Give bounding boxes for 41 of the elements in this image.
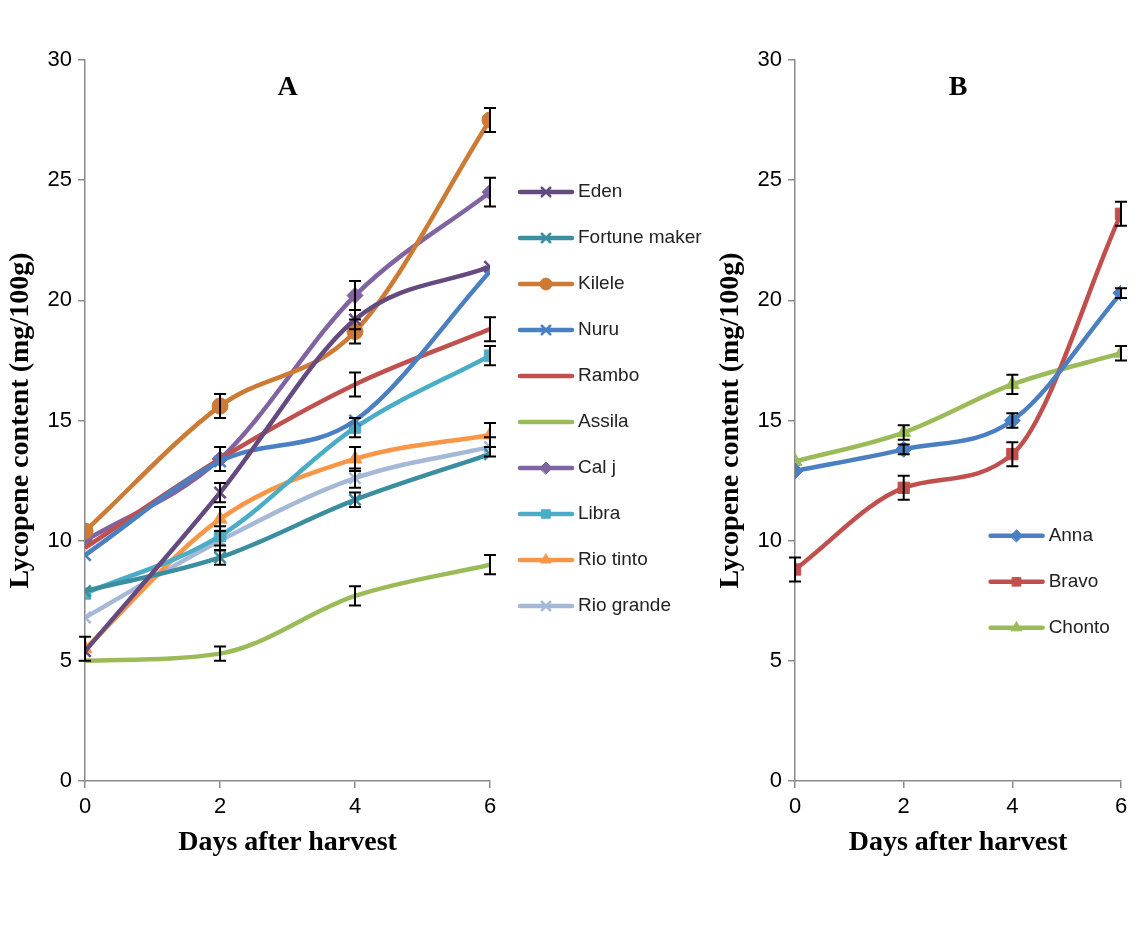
- y-tick-label: 20: [757, 286, 783, 312]
- y-tick-label: 15: [757, 406, 783, 432]
- legend-label: Bravo: [1048, 570, 1099, 592]
- x-tick-label: 6: [1114, 793, 1128, 819]
- y-tick-label: 0: [769, 767, 783, 793]
- legend-label: Fortune maker: [578, 226, 703, 248]
- x-tick-label: 4: [1006, 793, 1019, 819]
- y-tick-label: 25: [47, 166, 73, 192]
- y-tick-label: 5: [769, 646, 783, 672]
- legend-label: Eden: [578, 180, 623, 202]
- chart-title: A: [277, 70, 299, 102]
- x-tick-label: 2: [897, 793, 910, 819]
- chart-title: B: [948, 70, 968, 102]
- legend-label: Chonto: [1048, 616, 1110, 638]
- legend-label: Rio tinto: [578, 548, 648, 570]
- y-tick-label: 30: [47, 46, 73, 72]
- y-tick-label: 25: [757, 166, 783, 192]
- y-tick-label: 15: [47, 406, 73, 432]
- legend-label: Anna: [1048, 524, 1094, 546]
- y-tick-label: 10: [47, 526, 73, 552]
- legend-label: Libra: [578, 502, 621, 524]
- y-tick-label: 30: [757, 46, 783, 72]
- x-axis-title: Days after harvest: [848, 825, 1069, 857]
- y-axis-title: Lycopene content (mg/100g): [713, 252, 745, 589]
- legend-label: Kilele: [578, 272, 625, 294]
- y-axis-title: Lycopene content (mg/100g): [3, 252, 35, 589]
- legend-label: Rio grande: [578, 594, 671, 616]
- x-tick-label: 2: [213, 793, 227, 819]
- x-tick-label: 0: [78, 793, 92, 819]
- x-tick-label: 6: [483, 793, 497, 819]
- y-tick-label: 0: [59, 767, 73, 793]
- x-axis-title: Days after harvest: [178, 825, 398, 857]
- legend-label: Cal j: [578, 456, 617, 478]
- y-tick-label: 5: [59, 646, 73, 672]
- legend-label: Assila: [578, 410, 630, 432]
- y-tick-label: 10: [757, 526, 783, 552]
- legend-label: Nuru: [578, 318, 620, 340]
- x-tick-label: 0: [788, 793, 802, 819]
- legend-label: Rambo: [578, 364, 640, 386]
- x-tick-label: 4: [348, 793, 362, 819]
- y-tick-label: 20: [47, 286, 73, 312]
